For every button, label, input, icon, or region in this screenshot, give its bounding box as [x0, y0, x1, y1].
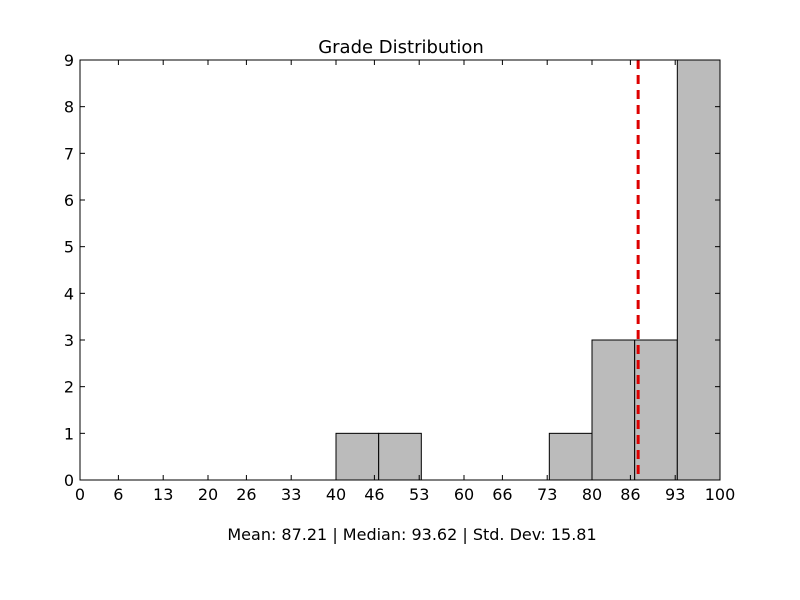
histogram-bar [378, 432, 422, 481]
x-tick-label: 73 [537, 485, 557, 504]
histogram-bar [591, 339, 636, 481]
x-tick-label: 86 [620, 485, 640, 504]
stats-footer: Mean: 87.21 | Median: 93.62 | Std. Dev: … [227, 525, 596, 544]
y-tick-label: 5 [64, 238, 74, 257]
plot-frame [79, 59, 721, 481]
y-tick-label: 6 [64, 191, 74, 210]
y-tick-label: 9 [64, 51, 74, 70]
x-tick-label: 26 [236, 485, 256, 504]
y-tick-label: 1 [64, 424, 74, 443]
histogram-bar [676, 59, 721, 481]
x-tick-label: 13 [153, 485, 173, 504]
y-tick-label: 0 [64, 471, 74, 490]
x-tick-label: 66 [492, 485, 512, 504]
x-tick-label: 33 [281, 485, 301, 504]
y-tick-label: 2 [64, 378, 74, 397]
x-tick-label: 0 [75, 485, 85, 504]
x-tick-label: 100 [705, 485, 736, 504]
y-tick-label: 7 [64, 144, 74, 163]
x-tick-label: 20 [198, 485, 218, 504]
y-tick-label: 8 [64, 98, 74, 117]
x-tick-label: 60 [454, 485, 474, 504]
histogram-bar [634, 339, 678, 481]
y-tick-label: 4 [64, 284, 74, 303]
x-tick-label: 40 [326, 485, 346, 504]
x-tick-label: 46 [364, 485, 384, 504]
chart-title: Grade Distribution [318, 37, 484, 58]
x-tick-label: 93 [665, 485, 685, 504]
x-tick-label: 80 [582, 485, 602, 504]
y-tick-label: 3 [64, 331, 74, 350]
histogram-bar [548, 432, 593, 481]
x-tick-label: 53 [409, 485, 429, 504]
x-tick-label: 6 [113, 485, 123, 504]
histogram-bar [335, 432, 380, 481]
